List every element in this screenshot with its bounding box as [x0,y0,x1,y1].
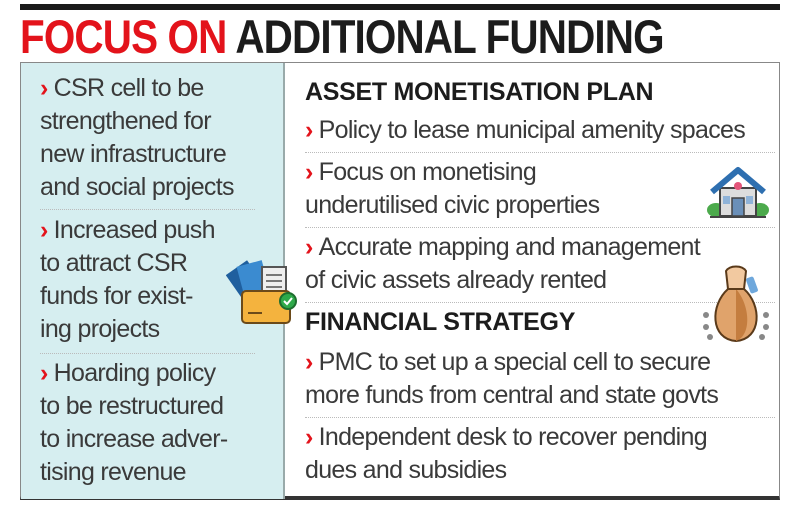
title-rest: ADDITIONAL FUNDING [235,10,664,63]
top-rule [20,4,780,10]
line: Independent desk to recover pending [318,423,708,451]
bullet-icon: › [40,216,48,244]
left-item-1: › CSR cell to be strengthened for new inf… [40,72,234,204]
content-box [20,62,780,500]
left-item-2: › Increased push to attract CSR funds for… [40,214,215,346]
divider [40,209,255,210]
left-item-3: › Hoarding policy to be restructured to i… [40,357,228,489]
asset-item-1: › Policy to lease municipal amenity space… [305,114,746,147]
line: dues and subsidies [305,456,507,484]
line: and social projects [40,173,234,201]
line: Increased push [53,216,216,244]
financial-item-2: › Independent desk to recover pending due… [305,421,708,487]
money-bag-icon [703,265,769,343]
title-highlight: FOCUS ON [20,10,227,63]
house-icon [707,167,769,218]
asset-item-3: › Accurate mapping and management of civi… [305,231,701,297]
bullet-icon: › [305,116,313,144]
bullet-icon: › [305,348,313,376]
divider [305,417,775,418]
bullet-icon: › [305,423,313,451]
section-heading-financial: FINANCIAL STRATEGY [305,308,576,336]
line: PMC to set up a special cell to secure [318,348,711,376]
divider [305,152,775,153]
line: of civic assets already rented [305,266,607,294]
line: underutilised civic properties [305,191,600,219]
line: to attract CSR [40,249,188,277]
page-title: FOCUS ON ADDITIONAL FUNDING [20,10,665,63]
line: funds for exist- [40,282,193,310]
bullet-icon: › [305,158,313,186]
bullet-icon: › [40,359,48,387]
folder-document-check-icon [226,260,297,324]
divider [305,302,775,303]
line: to be restructured [40,392,224,420]
line: Accurate mapping and management [318,233,701,261]
bullet-icon: › [40,74,48,102]
line: to increase adver- [40,425,228,453]
line: more funds from central and state govts [305,381,719,409]
asset-item-2: › Focus on monetising underutilised civic… [305,156,600,222]
financial-item-1: › PMC to set up a special cell to secure … [305,346,719,412]
line: Hoarding policy [53,359,217,387]
line: CSR cell to be [53,74,205,102]
line: new infrastructure [40,140,227,168]
line: Policy to lease municipal amenity spaces [318,116,746,144]
bullet-icon: › [305,233,313,261]
section-heading-asset: ASSET MONETISATION PLAN [305,78,654,106]
line: ing projects [40,315,160,343]
line: tising revenue [40,458,187,486]
divider [305,227,775,228]
line: strengthened for [40,107,212,135]
divider [40,353,255,354]
line: Focus on monetising [318,158,537,186]
